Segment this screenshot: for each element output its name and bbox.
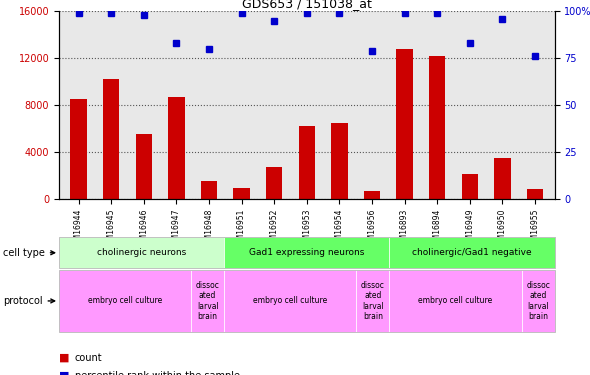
Bar xyxy=(201,181,217,199)
Text: cholinergic neurons: cholinergic neurons xyxy=(97,248,186,257)
Bar xyxy=(364,190,380,199)
Bar xyxy=(299,126,315,199)
Bar xyxy=(494,158,510,199)
Bar xyxy=(396,49,413,199)
Text: cholinergic/Gad1 negative: cholinergic/Gad1 negative xyxy=(412,248,532,257)
Text: embryo cell culture: embryo cell culture xyxy=(253,296,327,305)
Text: ■: ■ xyxy=(59,371,70,375)
Text: percentile rank within the sample: percentile rank within the sample xyxy=(75,371,240,375)
Text: cell type: cell type xyxy=(3,248,55,258)
Bar xyxy=(331,123,348,199)
Text: dissoc
ated
larval
brain: dissoc ated larval brain xyxy=(526,281,550,321)
Bar xyxy=(234,188,250,199)
Bar xyxy=(103,79,119,199)
Title: GDS653 / 151038_at: GDS653 / 151038_at xyxy=(242,0,372,10)
Text: count: count xyxy=(75,353,103,363)
Bar xyxy=(266,167,283,199)
Bar xyxy=(168,97,185,199)
Text: embryo cell culture: embryo cell culture xyxy=(88,296,162,305)
Bar xyxy=(461,174,478,199)
Bar xyxy=(429,56,445,199)
Text: embryo cell culture: embryo cell culture xyxy=(418,296,493,305)
Bar xyxy=(527,189,543,199)
Text: dissoc
ated
larval
brain: dissoc ated larval brain xyxy=(361,281,385,321)
Text: protocol: protocol xyxy=(3,296,55,306)
Text: ■: ■ xyxy=(59,353,70,363)
Text: Gad1 expressing neurons: Gad1 expressing neurons xyxy=(249,248,365,257)
Bar xyxy=(136,134,152,199)
Text: dissoc
ated
larval
brain: dissoc ated larval brain xyxy=(196,281,219,321)
Bar xyxy=(70,99,87,199)
